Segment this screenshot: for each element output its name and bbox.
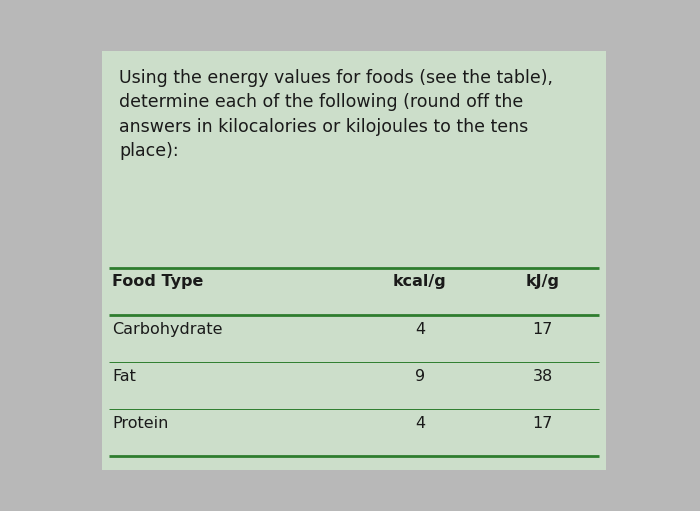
Text: 4: 4 — [415, 416, 425, 431]
Text: Fat: Fat — [112, 369, 136, 384]
Text: Food Type: Food Type — [112, 274, 204, 289]
FancyBboxPatch shape — [102, 51, 606, 470]
Text: kJ/g: kJ/g — [526, 274, 559, 289]
Text: 38: 38 — [533, 369, 552, 384]
Text: Protein: Protein — [112, 416, 169, 431]
Text: 9: 9 — [415, 369, 425, 384]
Text: 17: 17 — [532, 416, 553, 431]
Text: Carbohydrate: Carbohydrate — [112, 322, 223, 337]
Text: Using the energy values for foods (see the table),
determine each of the followi: Using the energy values for foods (see t… — [119, 69, 553, 160]
Text: 4: 4 — [415, 322, 425, 337]
Text: kcal/g: kcal/g — [393, 274, 447, 289]
Text: 17: 17 — [532, 322, 553, 337]
